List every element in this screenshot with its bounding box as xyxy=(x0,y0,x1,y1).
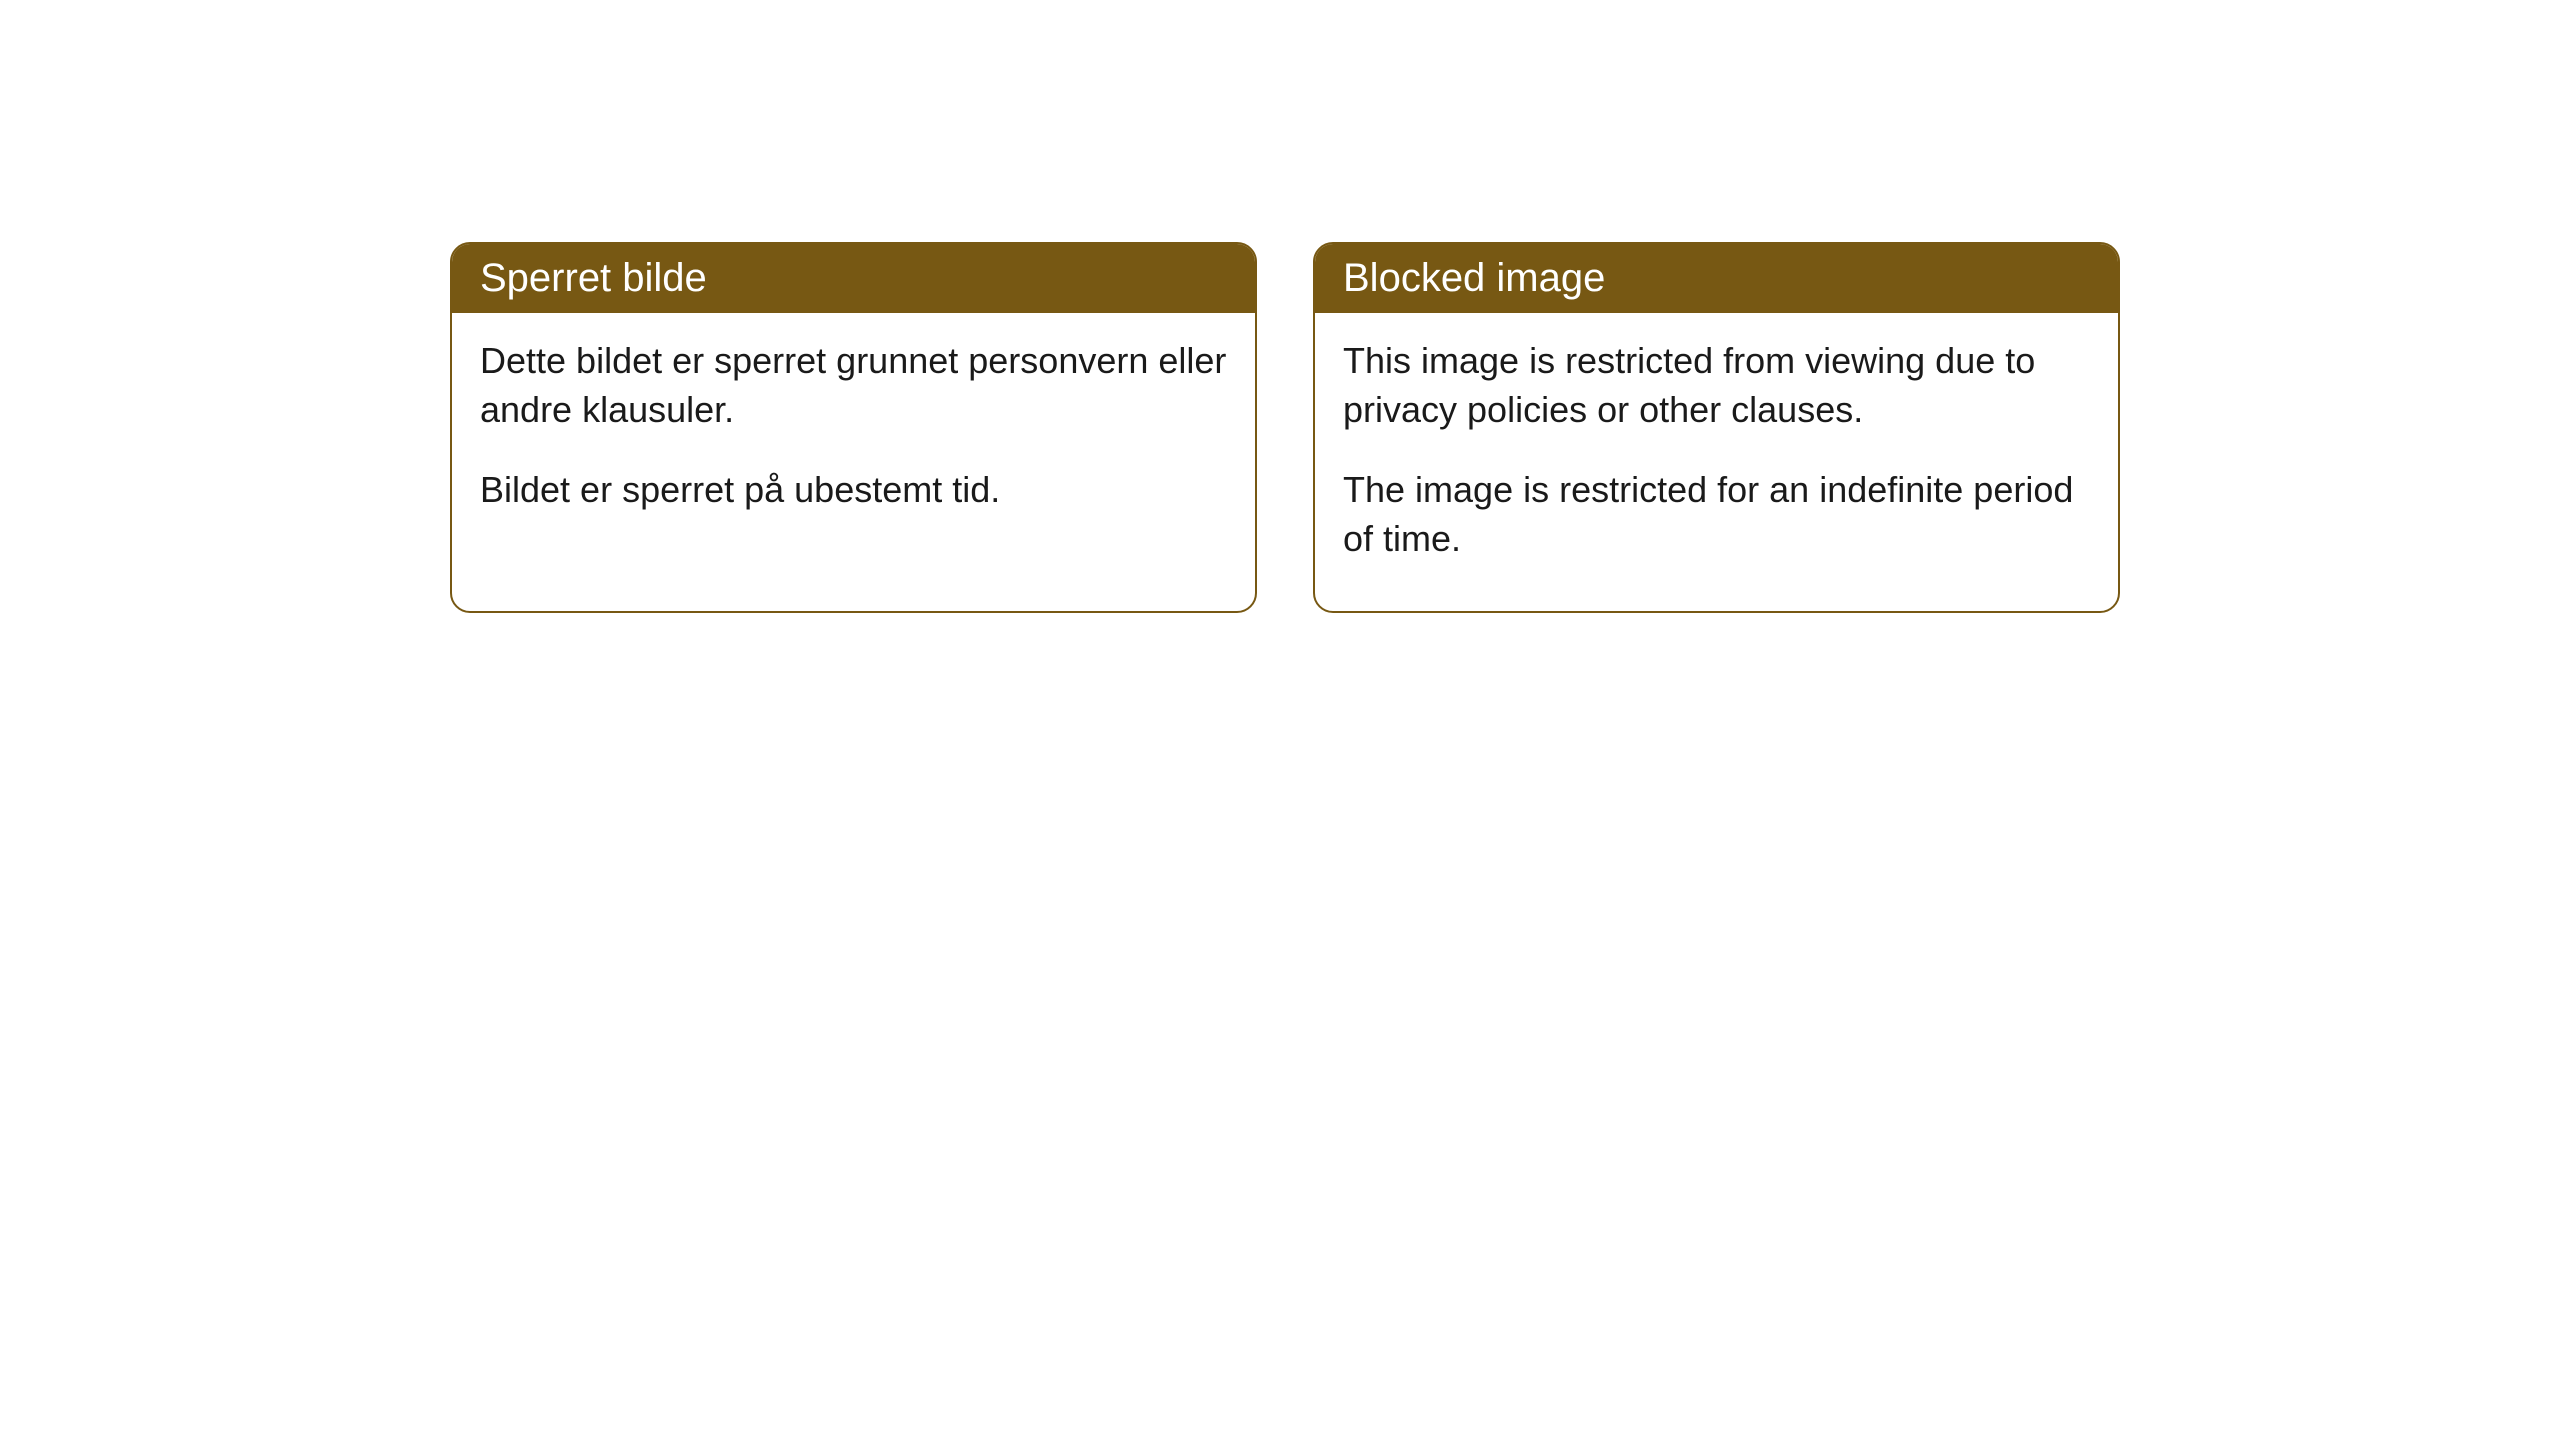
notice-cards-container: Sperret bilde Dette bildet er sperret gr… xyxy=(450,242,2120,613)
card-header: Sperret bilde xyxy=(452,244,1255,313)
blocked-image-card-no: Sperret bilde Dette bildet er sperret gr… xyxy=(450,242,1257,613)
card-paragraph: Dette bildet er sperret grunnet personve… xyxy=(480,337,1227,434)
card-paragraph: The image is restricted for an indefinit… xyxy=(1343,466,2090,563)
card-body: This image is restricted from viewing du… xyxy=(1315,313,2118,611)
card-body: Dette bildet er sperret grunnet personve… xyxy=(452,313,1255,563)
card-header: Blocked image xyxy=(1315,244,2118,313)
card-title: Sperret bilde xyxy=(480,256,707,300)
blocked-image-card-en: Blocked image This image is restricted f… xyxy=(1313,242,2120,613)
card-paragraph: This image is restricted from viewing du… xyxy=(1343,337,2090,434)
card-title: Blocked image xyxy=(1343,256,1605,300)
card-paragraph: Bildet er sperret på ubestemt tid. xyxy=(480,466,1227,515)
